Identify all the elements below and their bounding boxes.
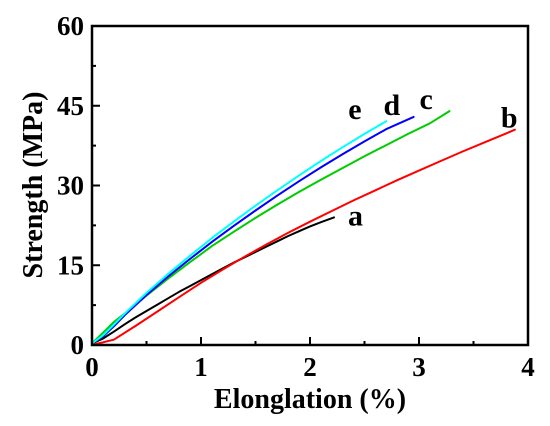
series-label-e: e (348, 93, 361, 126)
series-line-d (91, 115, 415, 345)
series-line-e (91, 120, 388, 345)
x-tick-label: 1 (194, 352, 208, 382)
x-tick-label: 4 (521, 352, 535, 382)
series-end-labels: a b cde (348, 83, 518, 232)
series-line-a (91, 216, 335, 345)
series-label-b: b (501, 102, 518, 135)
y-tick-label: 15 (57, 250, 84, 280)
x-tick-label: 0 (85, 352, 99, 382)
x-axis-title: Elonglation (%) (214, 384, 406, 415)
plot-frame (90, 24, 530, 347)
x-tick-label: 2 (303, 352, 317, 382)
y-tick-label: 60 (57, 11, 84, 41)
x-tick-label: 3 (412, 352, 426, 382)
axis-tick-labels: 0 1 2 3 4 0 15 30 45 60 (57, 11, 535, 382)
y-tick-label: 30 (57, 171, 84, 201)
y-tick-label: 0 (71, 330, 85, 360)
y-axis-title: Strength (MPa) (18, 92, 49, 279)
series-label-c: c (420, 83, 433, 116)
y-tick-label: 45 (57, 91, 84, 121)
series-curves (91, 110, 516, 346)
series-line-c (91, 110, 451, 345)
series-label-a: a (348, 199, 363, 232)
series-label-d: d (384, 89, 401, 122)
series-line-b (91, 128, 516, 346)
